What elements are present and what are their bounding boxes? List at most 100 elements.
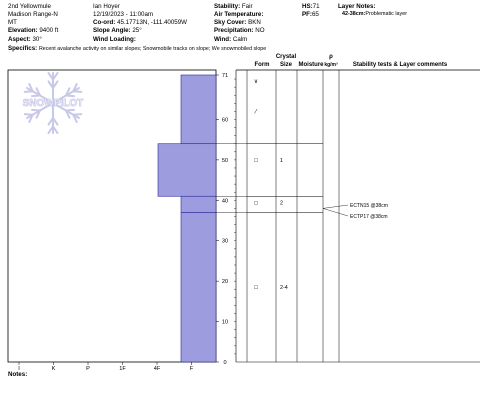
snowflake-branch [35,109,42,119]
hs-label: HS: [302,3,313,10]
wind-value: Calm [232,36,248,43]
sky-cover-value: BKN [248,19,261,26]
air-temp-label: Air Temperature: [214,11,264,18]
stability-test-label: ECTP17 @38cm [350,214,388,220]
slope-angle-row: Slope Angle: 25° [93,27,142,34]
grain-size-value: 2-4 [280,285,288,291]
snowflake-branch [64,108,75,112]
specifics-label: Specifics: [8,45,38,52]
grain-form-symbol: □ [254,158,258,164]
depth-tick-label-50: 50 [222,158,228,164]
hardness-tick-label-P: P [86,366,90,372]
snowflake-branch [64,87,71,97]
stability-test-leader [322,204,349,209]
elevation-label: Elevation: [8,27,38,34]
snowflake-branch [23,113,34,116]
location-range: Madison Range-N [8,11,58,18]
form-header: Form [255,62,270,68]
hardness-bar-2 [180,195,217,213]
hardness-tick-label-K: K [52,366,56,372]
depth-tick-label-71: 71 [222,73,228,79]
layer-notes-entry: 42-38cm:Problematic layer [342,11,407,18]
sky-cover-row: Sky Cover: BKN [214,19,261,26]
coord-label: Co-ord: [93,19,116,26]
hardness-tick-label-4F: 4F [154,366,161,372]
snowflake-branch [31,108,42,112]
grain-form-symbol: □ [254,285,258,291]
snowflake-branch [64,94,75,98]
grain-form-symbol: □ [254,200,258,206]
wind-label: Wind: [214,36,232,43]
snowflake-branch [52,117,59,126]
snowflake-branch [72,90,83,93]
location-name: 2nd Yellowmule [8,3,51,10]
aspect-label: Aspect: [8,36,31,43]
pf-row: PF:65 [302,11,319,18]
stability-test-label: ECTN15 @38cm [350,203,388,209]
elevation-value: 9400 ft [39,27,59,34]
observer-name: Ian Hoyer [93,3,120,10]
hardness-axis: I K P 1F 4F F [18,362,194,372]
snowflake-branch [72,83,78,93]
snowflake-icon [23,71,83,135]
elevation-row: Elevation: 9400 ft [8,27,58,34]
wind-loading-row: Wind Loading: [93,36,136,43]
crystal-header: Crystal [276,54,297,60]
stability-tests: ECTN15 @38cm ECTP17 @38cm [322,203,388,220]
pf-value: 65 [311,11,319,18]
stability-test-leader [322,208,349,217]
hs-value: 71 [312,3,320,10]
sky-cover-label: Sky Cover: [214,19,247,26]
depth-tick-label-30: 30 [222,239,228,245]
hs-row: HS:71 [302,3,320,10]
hardness-tick-label-F: F [190,366,194,372]
comments-header: Stability tests & Layer comments [353,62,448,68]
depth-tick-label-10: 10 [222,320,228,326]
hardness-bars [157,74,217,363]
location-state: MT [8,19,17,26]
precip-row: Precipitation: NO [214,27,265,34]
snowflake-branch [28,113,34,123]
layer-boundaries [216,143,323,213]
stability-label: Stability: [214,3,241,10]
observation-datetime: 12/19/2023 - 11:00am [93,11,154,18]
snowflake-branch [47,71,54,81]
watermark-text: SNOWPILOT [23,98,84,109]
slope-angle-label: Slope Angle: [93,27,131,34]
snowflake-branch [52,125,59,135]
density-symbol: ρ [329,54,333,60]
snowflake-branch [31,94,42,98]
pf-label: PF: [302,11,312,18]
stability-row: Stability: Fair [214,3,253,10]
depth-tick-label-40: 40 [222,198,228,204]
layer-notes-label: Layer Notes: [338,3,376,10]
wind-row: Wind: Calm [214,36,247,43]
hardness-tick-label-I: I [18,366,20,372]
depth-tick-label-0: 0 [223,360,226,366]
slope-angle-value: 25° [132,27,142,34]
hardness-bar-1 [157,143,217,197]
snowflake-branch [28,83,34,93]
snowflake-branch [35,87,42,97]
coord-value: 45.17713N, -111.40059W [117,19,188,26]
snowflake-branch [52,71,59,81]
layer-notes-text: Problematic layer [365,11,408,17]
grain-size-value: 1 [280,158,283,164]
snowflake-branch [52,80,59,89]
coord-row: Co-ord: 45.17713N, -111.40059W [93,19,187,26]
grain-observations: ∨ ⁄ □ 1 □ 2 □ 2-4 [253,79,287,291]
snowpilot-watermark: SNOWPILOT [22,71,84,135]
grain-form-symbol: ⁄ [253,109,257,115]
depth-tick-label-20: 20 [222,279,228,285]
depth-axis: 0 10 20 30 40 50 60 71 [216,70,237,366]
layer-notes-range: 42-38cm: [342,11,366,17]
hardness-tick-label-1F: 1F [119,366,126,372]
air-temp-row: Air Temperature: [214,11,263,18]
grain-size-value: 2 [280,200,283,206]
specifics-row: Specifics: Recent avalanche activity on … [8,45,266,53]
snowflake-branch [72,113,78,123]
notes-label: Notes: [8,371,27,378]
aspect-value: 30° [32,36,42,43]
specifics-text: Recent avalanche activity on similar slo… [38,46,267,52]
